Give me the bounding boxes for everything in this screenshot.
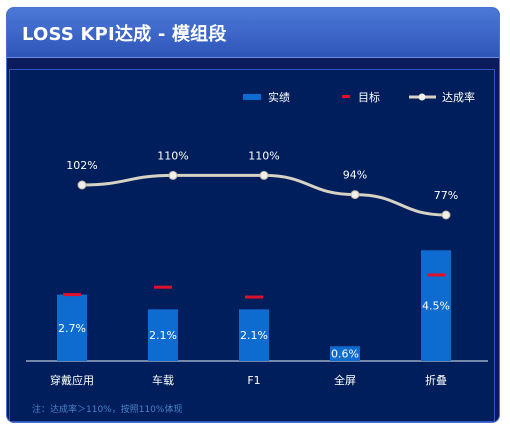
- legend-rate-label: 达成率: [442, 90, 475, 104]
- rate-point-2: [168, 170, 178, 180]
- legend-rate-dot: [418, 93, 426, 101]
- rate-label-3: 110%: [248, 149, 279, 162]
- bar-value-label-1: 2.7%: [58, 322, 86, 335]
- legend-actual-swatch: [243, 94, 261, 100]
- category-label-3: F1: [247, 374, 260, 387]
- target-marker-1: [63, 293, 81, 297]
- kpi-panel: LOSS KPI达成 - 模组段 实绩 目标 达成率 注：达成率＞110%，按照…: [6, 7, 500, 423]
- legend-target-label: 目标: [358, 90, 380, 104]
- chart-legend: 实绩 目标 达成率: [243, 90, 475, 104]
- bar-value-label-5: 4.5%: [422, 300, 450, 313]
- rate-point-5: [441, 210, 451, 220]
- legend-actual-label: 实绩: [268, 90, 290, 104]
- rate-label-2: 110%: [157, 149, 188, 162]
- legend-target-swatch: [342, 95, 350, 98]
- panel-header: LOSS KPI达成 - 模组段: [7, 8, 499, 58]
- rate-point-4: [350, 190, 360, 200]
- rate-point-1: [77, 180, 87, 190]
- bar-value-label-3: 2.1%: [240, 329, 268, 342]
- kpi-chart: 实绩 目标 达成率 注：达成率＞110%，按照110%体现 2.7% 穿戴应用 2.…: [26, 90, 488, 415]
- category-label-1: 穿戴应用: [50, 373, 94, 387]
- rate-line: [81, 173, 447, 217]
- rate-label-4: 94%: [343, 169, 367, 182]
- target-marker-3: [245, 295, 263, 299]
- bar-5: [421, 250, 451, 361]
- bar-3: [239, 309, 269, 361]
- bar-4: [330, 346, 360, 361]
- chart-area: 实绩 目标 达成率 注：达成率＞110%，按照110%体现 2.7% 穿戴应用 2.…: [9, 69, 495, 422]
- rate-point-3: [259, 170, 269, 180]
- bar-2: [148, 309, 178, 361]
- panel-title: LOSS KPI达成 - 模组段: [22, 24, 227, 45]
- chart-footnote: 注：达成率＞110%，按照110%体现: [32, 403, 182, 415]
- category-label-5: 折叠: [425, 373, 447, 387]
- rate-label-5: 77%: [434, 189, 458, 202]
- bar-value-label-2: 2.1%: [149, 329, 177, 342]
- bar-1: [57, 294, 87, 361]
- category-label-2: 车载: [152, 373, 174, 387]
- target-marker-2: [154, 285, 172, 289]
- bar-value-label-4: 0.6%: [331, 348, 359, 361]
- rate-label-1: 102%: [66, 159, 97, 172]
- category-label-4: 全屏: [334, 373, 356, 387]
- target-marker-5: [427, 273, 445, 277]
